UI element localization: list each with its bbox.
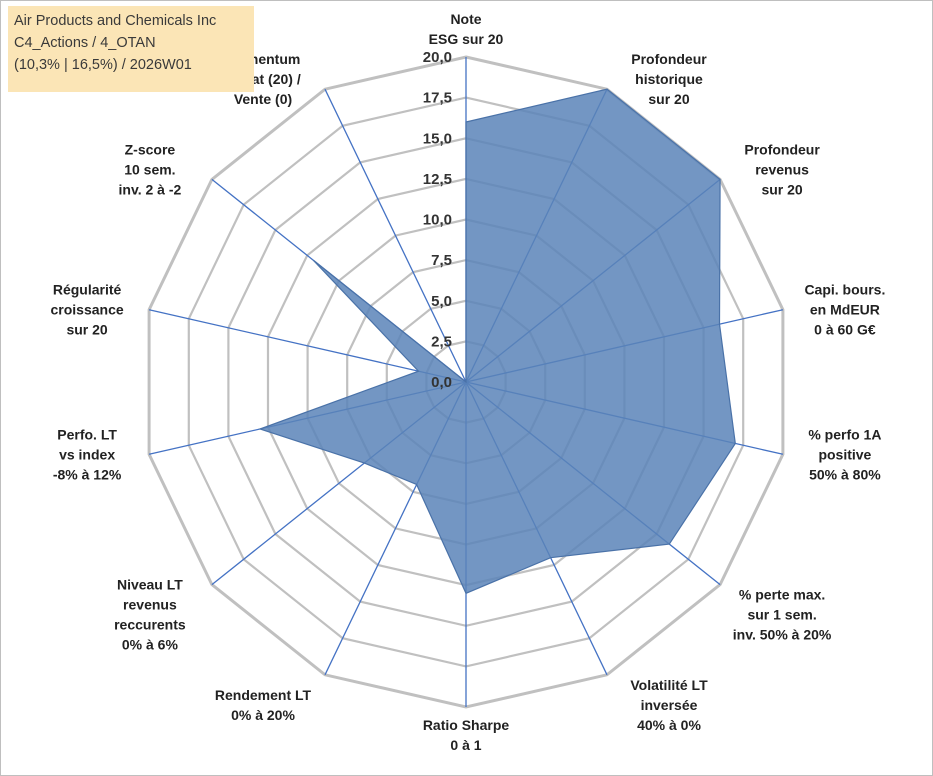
axis-label-line: revenus — [755, 161, 809, 177]
axis-label-z-score: Z-score 10 sem. inv. 2 à -2 — [119, 141, 182, 197]
series-area — [258, 88, 736, 595]
axis-label-niveau-lt-revenus: Niveau LT revenus reccurents 0% à 6% — [114, 577, 186, 653]
spoke-regularite-croissance — [148, 309, 467, 383]
axis-label-line: 0 à 1 — [450, 737, 481, 753]
axis-label-line: Perfo. LT — [57, 426, 117, 442]
axis-label-line: Note — [450, 11, 481, 27]
tick-label: 0,0 — [431, 374, 452, 391]
axis-label-line: -8% à 12% — [53, 466, 122, 482]
axis-label-line: historique — [635, 71, 703, 87]
axis-label-line: 10 sem. — [124, 161, 175, 177]
axis-label-capi-bours: Capi. bours. en MdEUR 0 à 60 G€ — [804, 282, 885, 338]
axis-label-line: sur 20 — [648, 91, 689, 107]
axis-label-line: % perfo 1A — [808, 426, 881, 442]
axis-label-line: % perte max. — [739, 587, 825, 603]
axis-label-profondeur-revenus: Profondeur revenus sur 20 — [744, 141, 820, 197]
axis-label-line: revenus — [123, 597, 177, 613]
axis-label-line: Profondeur — [744, 141, 820, 157]
axis-label-line: 0% à 6% — [122, 637, 179, 653]
axis-label-line: inv. 50% à 20% — [733, 627, 832, 643]
axis-label-line: sur 1 sem. — [747, 607, 816, 623]
axis-label-volatilite-lt: Volatilité LT inversée 40% à 0% — [630, 677, 708, 733]
axis-label-note-esg: Note ESG sur 20 — [429, 11, 504, 47]
axis-label-line: vs index — [59, 446, 115, 462]
axis-label-line: 0% à 20% — [231, 707, 295, 723]
axis-label-line: Rendement LT — [215, 687, 312, 703]
axis-label-line: croissance — [51, 302, 124, 318]
tick-label: 15,0 — [423, 130, 452, 147]
tick-label: 20,0 — [423, 49, 452, 66]
axis-label-line: en MdEUR — [810, 302, 880, 318]
axis-label-line: inv. 2 à -2 — [119, 181, 182, 197]
axis-label-regularite-croissance: Régularité croissance sur 20 — [51, 282, 124, 338]
category-path: C4_Actions / 4_OTAN — [14, 35, 156, 51]
spoke-momentum — [324, 88, 467, 383]
axis-label-line: Vente (0) — [234, 91, 292, 107]
tick-label: 7,5 — [431, 252, 452, 269]
axis-label-line: 40% à 0% — [637, 717, 701, 733]
radar-series — [258, 88, 736, 595]
axis-label-line: sur 20 — [761, 181, 802, 197]
tick-label: 12,5 — [423, 171, 452, 188]
axis-label-profondeur-historique: Profondeur historique sur 20 — [631, 51, 707, 107]
tick-label: 10,0 — [423, 212, 452, 229]
axis-label-perfo-1a: % perfo 1A positive 50% à 80% — [808, 426, 881, 482]
period-stats: (10,3% | 16,5%) / 2026W01 — [14, 57, 192, 73]
axis-label-line: sur 20 — [66, 322, 107, 338]
axis-label-perte-max: % perte max. sur 1 sem. inv. 50% à 20% — [733, 587, 832, 643]
axis-label-line: Z-score — [125, 141, 176, 157]
axis-label-perfo-lt-vs-index: Perfo. LT vs index -8% à 12% — [53, 426, 122, 482]
axis-label-ratio-sharpe: Ratio Sharpe 0 à 1 — [423, 717, 510, 753]
axis-label-line: positive — [818, 446, 871, 462]
axis-label-line: 0 à 60 G€ — [814, 322, 876, 338]
tick-label: 2,5 — [431, 333, 452, 350]
radar-tick-labels: 0,0 2,5 5,0 7,5 10,0 12,5 15,0 17,5 20,0 — [423, 49, 452, 391]
axis-label-line: reccurents — [114, 617, 186, 633]
axis-label-line: Capi. bours. — [804, 282, 885, 298]
tick-label: 5,0 — [431, 293, 452, 310]
axis-label-line: inversée — [641, 697, 698, 713]
axis-label-line: ESG sur 20 — [429, 31, 504, 47]
axis-label-line: 50% à 80% — [809, 466, 881, 482]
tick-label: 17,5 — [423, 90, 452, 107]
axis-label-line: Ratio Sharpe — [423, 717, 510, 733]
axis-label-line: Volatilité LT — [630, 677, 708, 693]
axis-label-line: Niveau LT — [117, 577, 183, 593]
axis-label-line: Régularité — [53, 282, 122, 298]
title-box: Air Products and Chemicals Inc C4_Action… — [8, 6, 254, 92]
company-name: Air Products and Chemicals Inc — [14, 13, 217, 29]
axis-label-line: Profondeur — [631, 51, 707, 67]
axis-label-rendement-lt: Rendement LT 0% à 20% — [215, 687, 312, 723]
radar-axis-labels: Note ESG sur 20 Profondeur historique sur 20… — [51, 11, 886, 753]
